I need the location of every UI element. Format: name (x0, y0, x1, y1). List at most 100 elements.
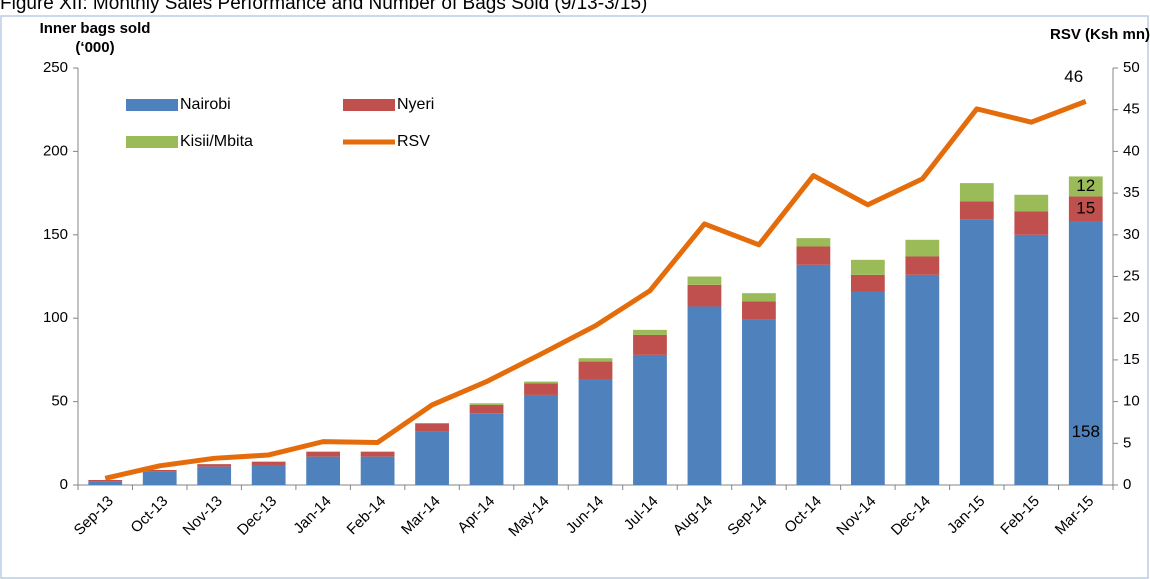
y-tick-label: 100 (43, 309, 68, 326)
bar-segment (578, 379, 613, 485)
bar-segment (687, 276, 722, 285)
bar-segment (1068, 196, 1103, 222)
bar-segment (197, 466, 232, 485)
bar-segment (360, 456, 395, 485)
y2-tick-label: 30 (1123, 226, 1140, 243)
x-tick-label: Jan-15 (944, 493, 988, 537)
x-tick-label: Jan-14 (290, 493, 334, 537)
y2-tick-label: 40 (1123, 142, 1140, 159)
bar-segment (687, 284, 722, 307)
y-axis-title: Inner bags sold (40, 20, 151, 37)
bar-segment (251, 461, 286, 465)
x-tick-label: May-14 (505, 493, 552, 540)
bar-segment (469, 404, 504, 414)
bar-segment (1014, 211, 1049, 235)
bar-segment (524, 383, 558, 395)
legend-label: Kisii/Mbita (180, 133, 253, 150)
data-label: 158 (1072, 422, 1100, 441)
bar-segment (197, 464, 232, 467)
bar-segment (306, 451, 341, 457)
bar-segment (742, 293, 776, 302)
bar-segment (1014, 234, 1049, 485)
y-tick-label: 200 (43, 142, 68, 159)
bar-segment (796, 246, 831, 265)
x-tick-label: Aug-14 (670, 493, 716, 539)
bar-segment (1068, 176, 1103, 197)
x-tick-label: Nov-13 (180, 493, 226, 539)
bar-segment (1068, 221, 1103, 485)
bar-segment (850, 274, 885, 292)
y2-tick-label: 0 (1123, 476, 1131, 493)
data-label: 46 (1064, 67, 1083, 86)
bar-segment (742, 319, 776, 485)
x-tick-label: Mar-15 (1052, 493, 1098, 539)
bar-segment (687, 306, 722, 485)
bar-segment (850, 291, 885, 485)
bar-segment (959, 201, 994, 220)
y-tick-label: 250 (43, 59, 68, 76)
y2-tick-label: 5 (1123, 434, 1131, 451)
bar-segment (633, 329, 667, 335)
bar-segment (742, 301, 776, 320)
y-tick-label: 0 (60, 476, 68, 493)
legend-label: Nyeri (397, 96, 434, 113)
line (104, 99, 1087, 481)
x-tick-label: Feb-14 (344, 493, 390, 539)
bar-segment (415, 423, 449, 432)
x-tick-label: Sep-14 (724, 493, 770, 539)
bar-segment (524, 394, 558, 485)
y2-tick-label: 50 (1123, 59, 1140, 76)
bar-segment (633, 334, 667, 355)
bar-segment (360, 451, 395, 457)
y2-tick-label: 25 (1123, 267, 1140, 284)
x-tick-label: Apr-14 (454, 493, 498, 537)
x-tick-label: Sep-13 (71, 493, 117, 539)
y2-tick-label: 20 (1123, 309, 1140, 326)
bar-segment (415, 431, 449, 485)
legend-swatch (126, 99, 178, 111)
legend-label: RSV (397, 133, 430, 150)
bar-segment (469, 413, 504, 485)
bar-segment (142, 469, 177, 472)
bar-segment (578, 358, 613, 362)
bar-segment (905, 239, 940, 257)
x-tick-label: Feb-15 (997, 493, 1043, 539)
data-label: 15 (1076, 198, 1095, 217)
bar-segment (524, 381, 558, 384)
x-tick-label: Oct-13 (127, 493, 171, 537)
y-axis-title: (‘000) (75, 39, 114, 56)
x-tick-label: Oct-14 (781, 493, 825, 537)
legend-label: Nairobi (180, 96, 231, 113)
legend-swatch (126, 136, 178, 148)
bar-segment (578, 361, 613, 380)
x-tick-label: Jun-14 (563, 493, 607, 537)
y-tick-label: 50 (51, 393, 68, 410)
legend-swatch (343, 99, 395, 111)
bar-segment (251, 464, 286, 485)
x-tick-label: Mar-14 (398, 493, 444, 539)
y-tick-label: 150 (43, 226, 68, 243)
y2-tick-label: 35 (1123, 184, 1140, 201)
bar-segment (959, 219, 994, 485)
bar-segment (469, 403, 504, 405)
x-tick-label: Dec-14 (888, 493, 934, 539)
bar-segment (905, 256, 940, 275)
x-tick-label: Nov-14 (833, 493, 879, 539)
y2-tick-label: 15 (1123, 351, 1140, 368)
bar-segment (142, 471, 177, 485)
bar-segment (88, 479, 123, 482)
data-label: 12 (1076, 176, 1095, 195)
y2-tick-label: 45 (1123, 101, 1140, 118)
chart-frame (0, 15, 1149, 579)
bar-segment (306, 456, 341, 485)
bar-segment (905, 274, 940, 485)
bar-segment (850, 259, 885, 275)
y2-tick-label: 10 (1123, 393, 1140, 410)
bar-segment (796, 264, 831, 485)
x-tick-label: Jul-14 (621, 493, 662, 534)
bar-segment (1014, 194, 1049, 212)
chart-title: Figure XII: Monthly Sales Performance an… (0, 0, 647, 14)
y2-axis-title: RSV (Ksh mn) (1050, 26, 1150, 43)
bar-segment (88, 481, 123, 485)
